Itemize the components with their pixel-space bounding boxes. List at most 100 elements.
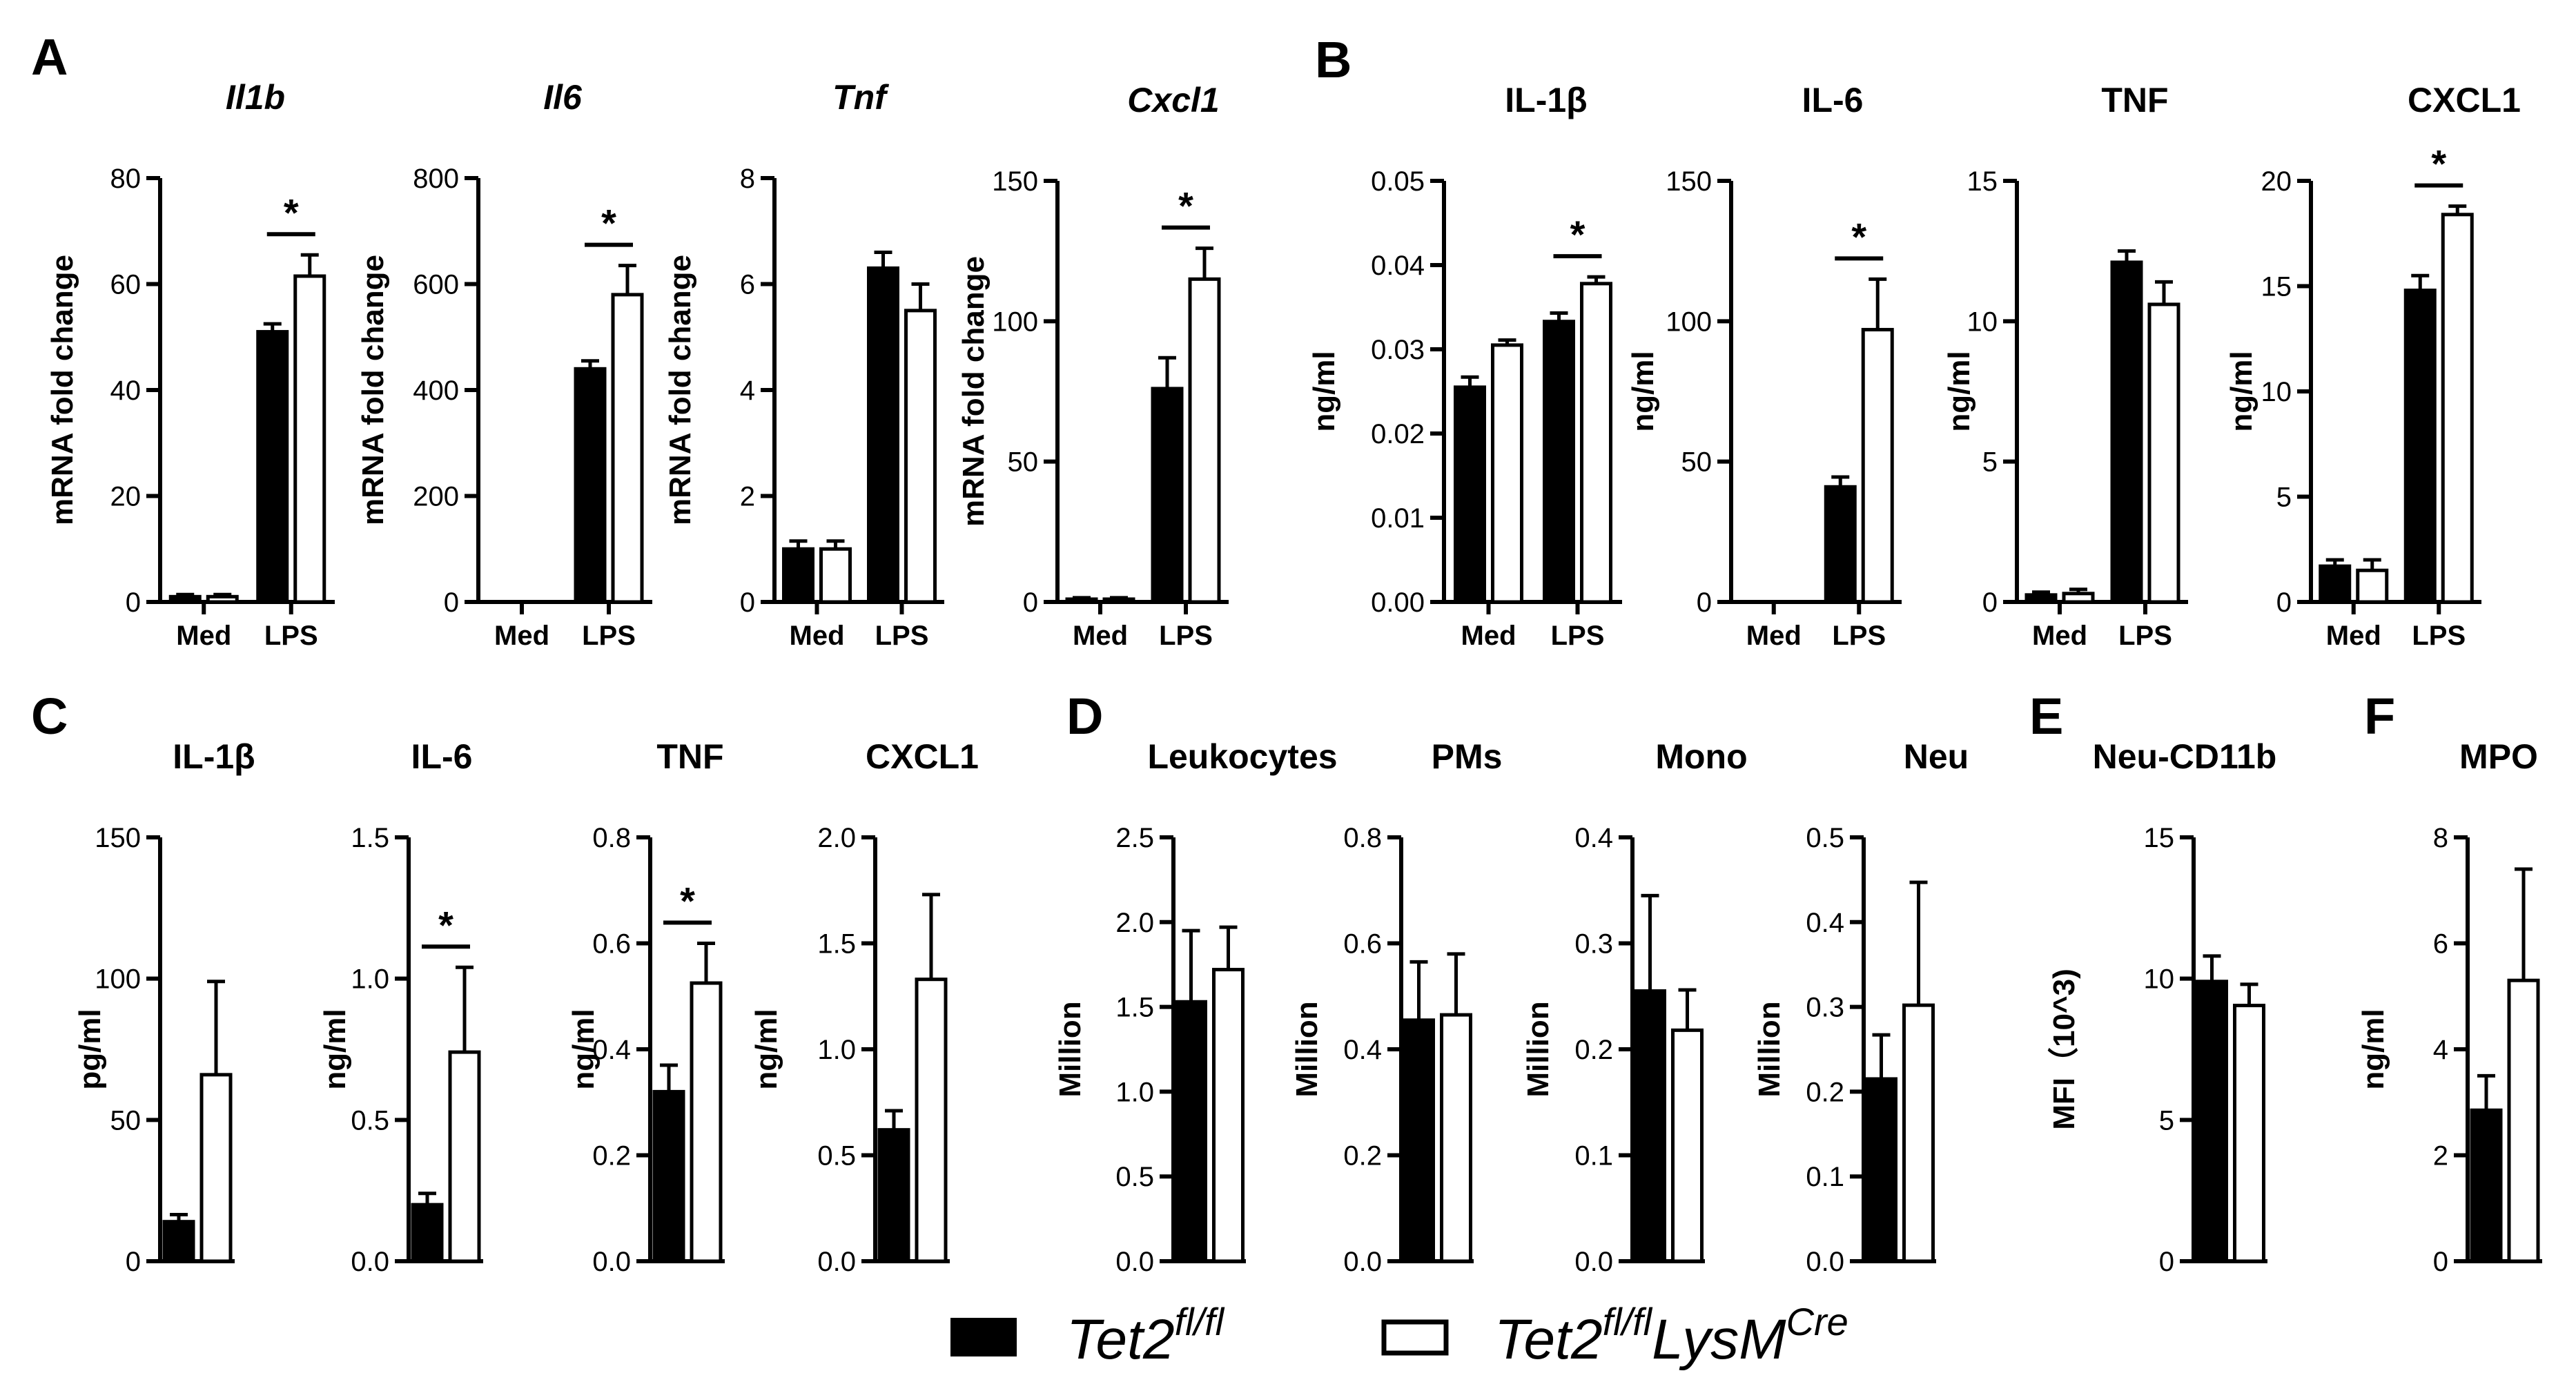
y-axis-label: ng/ml [1626,351,1660,431]
significance-star: * [601,202,616,245]
bar-ctrl [1865,1077,1897,1263]
y-tick-label: 800 [413,164,459,194]
bar-ctrl [2110,260,2143,604]
y-tick-label: 150 [1666,166,1712,197]
bar-ko [1902,1003,1935,1263]
y-tick-label: 0.0 [1806,1247,1844,1277]
y-tick-label: 0.5 [817,1141,856,1171]
significance-star: * [438,903,453,946]
y-tick-label: 2.0 [817,823,856,853]
x-tick-label: Med [2032,621,2087,651]
y-tick-label: 40 [110,376,142,406]
chart-16: E Neu-CD11b MFI（10^3) 0 5 10 15 [2029,688,2276,1277]
y-axis-label: ng/ml [1942,351,1976,431]
significance-star: * [1570,213,1585,256]
y-tick-label: 0.0 [1574,1247,1613,1277]
y-axis-label: MFI（10^3) [2047,969,2081,1130]
y-tick-label: 0.4 [1574,823,1613,853]
y-tick-label: 0.5 [351,1105,389,1136]
panel-label: F [2364,688,2395,745]
y-axis-label: ng/ml [567,1009,601,1089]
y-tick-label: 15 [1967,166,1998,197]
chart-13: PMs Million 0.0 0.2 0.4 0.6 0.8 [1290,737,1502,1277]
y-axis-label: Million [1521,1001,1555,1097]
significance-star: * [1178,184,1193,228]
y-tick-label: 0.3 [1574,929,1613,960]
x-tick-label: LPS [875,621,929,651]
x-tick-label: LPS [582,621,636,651]
bar-ctrl [867,266,899,604]
chart-9: IL-6 ng/ml 0.0 0.5 1.0 1.5 * [318,737,483,1277]
y-tick-label: 0.02 [1371,419,1425,449]
y-tick-label: 1.5 [351,823,389,853]
y-tick-label: 15 [2144,823,2175,853]
panel-label: C [31,688,68,745]
y-tick-label: 0.1 [1574,1141,1613,1171]
chart-17: F MPO ng/ml 0 2 4 6 8 [2357,688,2542,1277]
y-tick-label: 0.6 [592,929,631,960]
y-tick-label: 0.2 [1343,1141,1382,1171]
bar-ctrl [1543,320,1575,604]
legend-ko-swatch [1381,1319,1449,1356]
chart-title: IL-1β [173,737,255,776]
panel-label: D [1066,688,1103,745]
y-tick-label: 2 [2433,1141,2448,1171]
y-tick-label: 1.5 [1115,993,1154,1023]
y-tick-label: 2.0 [1115,908,1154,938]
y-tick-label: 0.1 [1806,1162,1844,1192]
x-tick-label: Med [1746,621,1802,651]
bar-ko [2233,1004,2265,1263]
y-tick-label: 100 [95,964,141,995]
y-tick-label: 0.4 [592,1035,631,1065]
bar-ko [915,977,948,1263]
chart-6: TNF ng/ml 0 5 10 15 Med LPS [1942,81,2188,651]
y-tick-label: 4 [740,376,755,406]
y-tick-label: 5 [2276,483,2292,513]
x-tick-label: Med [1073,621,1128,651]
bar-ctrl [1065,597,1098,604]
bar-ctrl [2196,980,2228,1263]
y-tick-label: 20 [110,482,142,512]
y-tick-label: 15 [2261,272,2292,302]
bar-ctrl [1175,1000,1207,1263]
bar-ctrl [162,1220,195,1263]
legend-ctrl-label: Tet2fl/fl [1066,1300,1225,1371]
chart-title: Tnf [832,78,889,117]
significance-star: * [680,879,695,923]
bar-ctrl [2470,1108,2503,1263]
y-axis-label: ng/ml [2357,1009,2390,1089]
chart-title: IL-6 [411,737,473,776]
legend-ko-label: Tet2fl/flLysMCre [1494,1300,1848,1371]
y-tick-label: 0.0 [817,1247,856,1277]
y-tick-label: 0 [126,587,141,618]
y-tick-label: 0.05 [1371,166,1425,197]
y-tick-label: 150 [992,166,1038,197]
bar-ctrl [1151,387,1184,604]
y-tick-label: 100 [992,307,1038,337]
bar-ko [690,981,723,1263]
panel-label: E [2029,688,2063,745]
bar-ko [611,293,644,604]
y-axis-label: Million [1053,1001,1087,1097]
y-axis-label: Million [1290,1001,1324,1097]
chart-title: IL-1β [1505,81,1587,119]
x-tick-label: Med [790,621,845,651]
y-tick-label: 50 [110,1105,142,1136]
y-tick-label: 8 [740,164,755,194]
y-axis-label: ng/ml [2225,351,2258,431]
y-tick-label: 0 [444,587,459,618]
x-tick-label: LPS [2412,621,2466,651]
bar-ko [1188,277,1221,604]
y-tick-label: 0 [1023,587,1038,618]
y-tick-label: 10 [2261,377,2292,407]
y-tick-label: 1.0 [1115,1077,1154,1107]
chart-14: Mono Million 0.0 0.1 0.2 0.3 0.4 [1521,737,1748,1277]
y-tick-label: 0 [2433,1247,2448,1277]
y-tick-label: 400 [413,376,459,406]
y-tick-label: 200 [413,482,459,512]
y-tick-label: 0.4 [1806,908,1844,938]
y-tick-label: 0 [2276,587,2292,618]
y-tick-label: 10 [2144,964,2175,995]
chart-15: Neu Million 0.0 0.1 0.2 0.3 0.4 0.5 [1753,737,1969,1277]
